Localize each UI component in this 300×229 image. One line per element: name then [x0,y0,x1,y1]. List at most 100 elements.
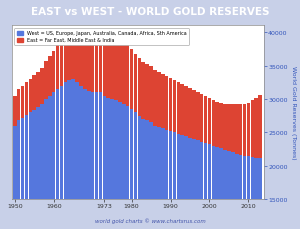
Bar [165,77,168,130]
Bar [243,104,246,156]
Bar [126,106,130,229]
Bar [40,68,44,105]
Y-axis label: World Gold Reserves (Tonnes): World Gold Reserves (Tonnes) [291,66,296,159]
Bar [208,145,211,229]
Text: world gold charts © www.chartsrus.com: world gold charts © www.chartsrus.com [94,218,206,223]
Bar [138,116,141,229]
Bar [157,127,160,229]
Bar [247,157,250,229]
Bar [235,154,238,229]
Bar [48,96,52,229]
Bar [196,141,200,229]
Bar [227,151,231,229]
Bar [212,101,215,146]
Bar [172,81,176,133]
Legend: West = US, Europe, Japan, Australia, Canada, Africa, Sth America, East = Far Eas: West = US, Europe, Japan, Australia, Can… [14,29,189,46]
Bar [75,31,79,83]
Bar [192,91,196,139]
Bar [71,79,75,229]
Bar [134,54,137,113]
Bar [91,33,94,93]
Bar [215,147,219,229]
Bar [56,46,59,90]
Bar [110,99,114,229]
Bar [184,137,188,229]
Bar [219,104,223,149]
Bar [231,153,235,229]
Bar [118,103,122,229]
Bar [87,92,91,229]
Bar [79,86,83,229]
Bar [227,105,231,151]
Bar [83,90,87,229]
Bar [114,36,118,101]
Bar [169,131,172,229]
Bar [172,133,176,229]
Bar [13,96,16,126]
Bar [52,52,56,93]
Bar [196,93,200,141]
Bar [153,126,157,229]
Bar [60,41,63,86]
Bar [60,86,63,229]
Bar [75,83,79,229]
Bar [239,155,242,229]
Bar [149,67,153,123]
Bar [99,30,102,93]
Bar [254,158,258,229]
Bar [223,104,227,150]
Bar [68,33,71,81]
Bar [254,98,258,158]
Bar [204,143,207,229]
Bar [250,101,254,157]
Bar [146,64,149,121]
Bar [142,62,145,120]
Bar [153,71,157,126]
Bar [130,109,134,229]
Bar [25,83,28,115]
Bar [36,107,40,229]
Bar [17,90,20,121]
Bar [48,57,52,96]
Bar [215,103,219,147]
Bar [204,97,207,143]
Bar [114,101,118,229]
Bar [176,83,180,134]
Bar [103,96,106,229]
Bar [17,121,20,229]
Bar [239,105,242,155]
Bar [212,146,215,229]
Bar [149,123,153,229]
Bar [36,72,40,107]
Bar [180,85,184,135]
Bar [32,76,36,110]
Bar [122,42,126,105]
Bar [83,33,87,90]
Bar [126,45,130,106]
Bar [235,105,238,154]
Bar [138,58,141,116]
Bar [21,118,24,229]
Bar [44,62,48,99]
Bar [87,33,91,92]
Bar [258,159,262,229]
Bar [28,113,32,229]
Bar [188,89,192,138]
Bar [223,150,227,229]
Bar [192,139,196,229]
Bar [25,115,28,229]
Bar [180,135,184,229]
Bar [95,93,98,229]
Bar [208,99,211,145]
Bar [165,130,168,229]
Bar [44,99,48,229]
Bar [142,120,145,229]
Bar [40,105,44,229]
Bar [110,33,114,99]
Bar [134,113,137,229]
Bar [79,32,83,86]
Bar [64,36,67,83]
Bar [122,105,126,229]
Bar [231,105,235,153]
Bar [52,93,56,229]
